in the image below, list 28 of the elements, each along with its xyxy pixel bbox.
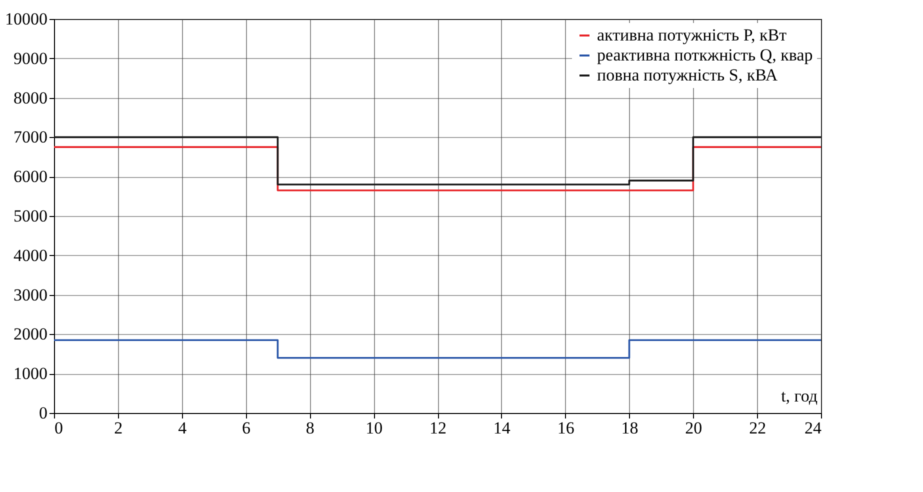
- y-tick-label: 1000: [14, 364, 48, 384]
- y-tick-label: 5000: [14, 206, 48, 226]
- x-tick-label: 16: [557, 418, 574, 438]
- x-tick-label: 22: [749, 418, 766, 438]
- y-tick-label: 7000: [14, 128, 48, 147]
- y-tick-label: 9000: [14, 48, 48, 68]
- y-tick-label: 0: [39, 404, 48, 422]
- x-tick-label: 6: [242, 418, 250, 438]
- x-tick-label: 4: [178, 418, 188, 438]
- x-axis-title: t, год: [781, 386, 818, 406]
- legend-label: повна потужність S, кВА: [597, 66, 778, 84]
- x-tick-label: 18: [621, 418, 638, 438]
- y-tick-label: 6000: [14, 167, 48, 186]
- x-tick-label: 10: [366, 418, 383, 438]
- y-tick-label: 10000: [5, 10, 48, 28]
- x-tick-label: 14: [493, 418, 511, 438]
- legend-label: реактивна поткжність Q, квар: [597, 46, 813, 64]
- x-tick-label: 12: [430, 418, 446, 438]
- y-tick-label: 2000: [14, 324, 48, 344]
- x-tick-label: 8: [306, 418, 314, 438]
- x-tick-label: 20: [685, 418, 702, 438]
- x-tick-label: 2: [114, 418, 123, 438]
- x-tick-label: 24: [804, 418, 822, 438]
- x-tick-label: 0: [54, 418, 63, 438]
- y-tick-label: 3000: [14, 285, 48, 304]
- legend-label: активна потужність P, кВт: [597, 26, 788, 44]
- y-tick-label: 4000: [14, 246, 48, 265]
- y-tick-label: 8000: [14, 88, 48, 108]
